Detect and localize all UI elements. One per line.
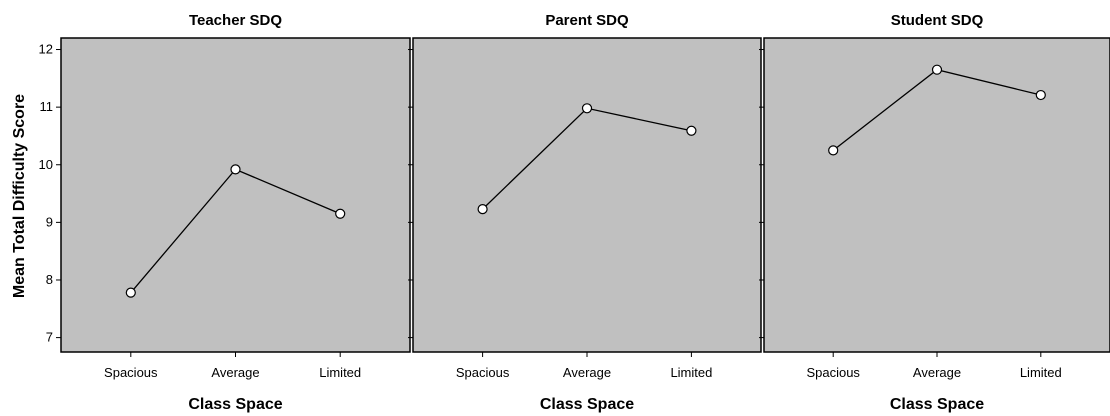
x-tick-label-3-1: Spacious (806, 365, 860, 380)
panel-background-1 (60, 37, 411, 353)
data-point-1-2 (230, 164, 241, 175)
panel-background-3 (763, 37, 1110, 353)
x-axis-title-3: Class Space (890, 396, 984, 413)
panel-title-1: Teacher SDQ (189, 12, 282, 29)
data-point-3-3 (1035, 89, 1046, 101)
data-point-3-1 (828, 145, 839, 156)
y-tick-label-2: 8 (46, 272, 53, 287)
y-tick-label-4: 10 (39, 157, 53, 172)
data-point-2-1 (477, 204, 488, 215)
x-tick-label-2-3: Limited (670, 365, 712, 380)
data-point-2-2 (581, 103, 593, 114)
x-tick-label-1-2: Average (211, 365, 259, 380)
y-tick-label-5: 11 (40, 99, 54, 114)
y-tick-label-3: 9 (46, 214, 53, 229)
x-tick-label-3-3: Limited (1020, 365, 1062, 380)
x-tick-label-2-2: Average (563, 365, 611, 380)
y-tick-label-6: 12 (39, 42, 53, 57)
panel-background-2 (412, 37, 762, 353)
x-tick-label-2-1: Spacious (456, 365, 510, 380)
x-tick-label-1-3: Limited (319, 365, 361, 380)
data-point-3-2 (931, 64, 943, 75)
x-tick-label-1-1: Spacious (104, 365, 158, 380)
y-axis-title: Mean Total Difficulty Score (11, 94, 28, 298)
panel-title-3: Student SDQ (891, 12, 984, 29)
x-axis-title-2: Class Space (540, 396, 634, 413)
x-axis-title-1: Class Space (188, 396, 282, 413)
data-point-2-3 (686, 125, 697, 136)
data-point-1-3 (335, 208, 346, 219)
panel-title-2: Parent SDQ (545, 12, 629, 29)
x-tick-label-3-2: Average (913, 365, 961, 380)
data-point-1-1 (125, 287, 136, 298)
y-tick-label-1: 7 (46, 330, 53, 345)
